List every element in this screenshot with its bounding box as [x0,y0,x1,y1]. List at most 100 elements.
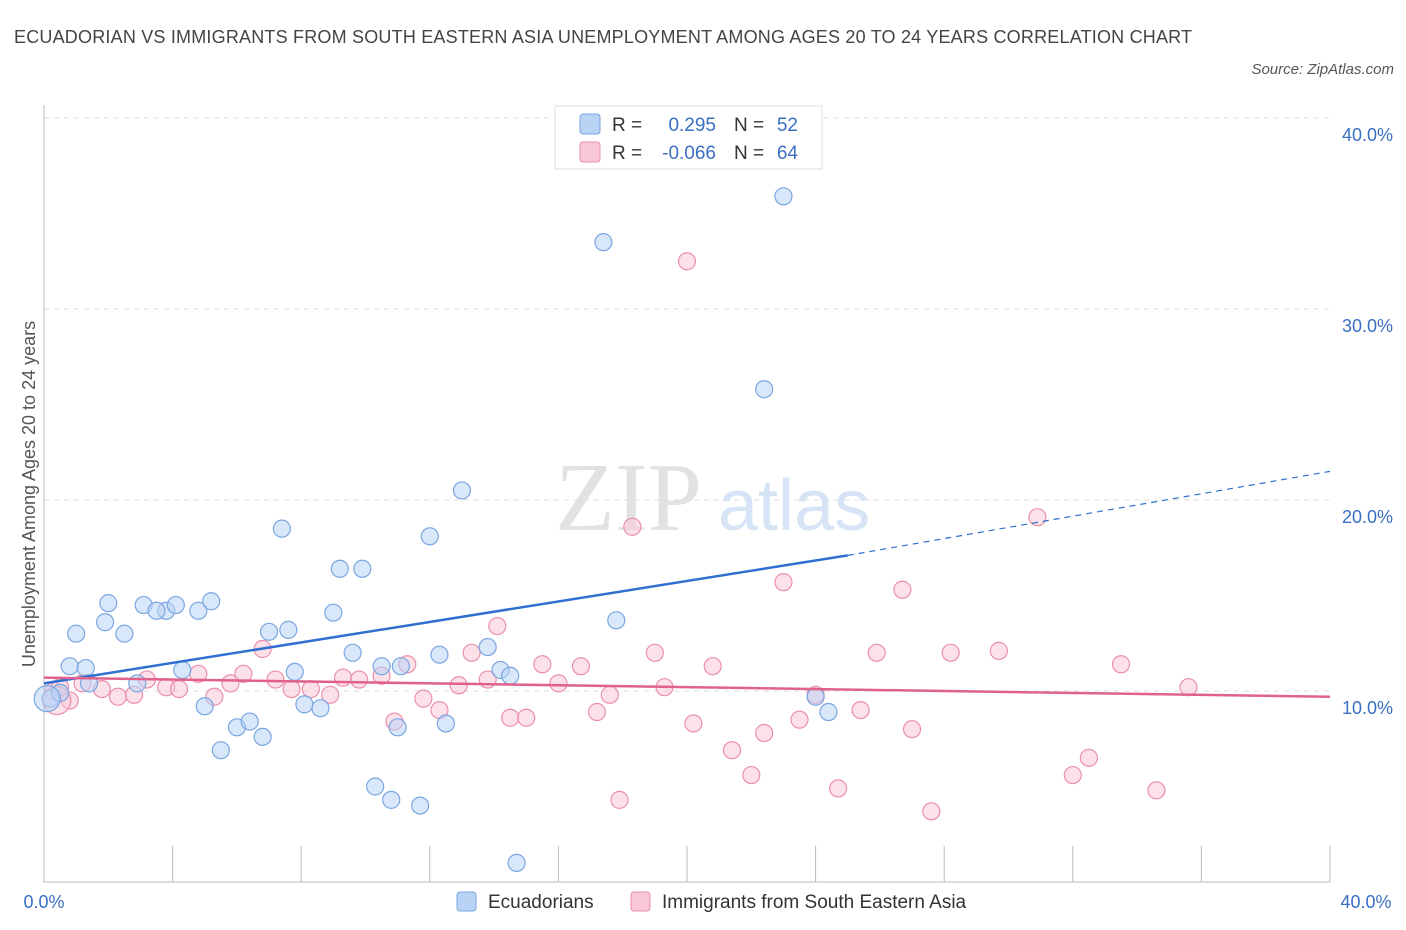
immigrants-point-29 [488,616,507,636]
immigrants-point-43 [703,657,722,676]
legend-n-value-1: 52 [777,115,798,136]
immigrants-point-51 [851,700,870,720]
watermark-atlas: atlas [718,466,870,546]
ecuadorian-point-45 [507,853,526,873]
legend-n-label-2: N = [734,143,764,164]
y-axis-label: Unemployment Among Ages 20 to 24 years [19,321,39,667]
bottom-legend-swatch-pink [630,891,651,912]
immigrants-point-31 [517,708,536,727]
x-axis-ticks [43,846,1331,882]
immigrants-point-33 [549,674,568,693]
ecuadorian-point-32 [366,777,385,796]
immigrants-point-47 [774,573,793,592]
ecuadorian-point-49 [774,187,793,206]
legend-r-value-1: 0.295 [668,115,716,136]
ecuadorian-point-48 [755,380,774,399]
immigrants-point-53 [893,580,912,599]
legend-r-label-1: R = [612,115,642,136]
ecuadorian-point-26 [295,695,314,714]
ecuadorian-point-3 [76,658,95,678]
immigrants-point-38 [623,517,642,536]
ecuadorian-point-46 [594,233,613,252]
ecuadorian-point-21 [253,727,272,746]
immigrants-point-32 [533,655,552,674]
ecuadorian-point-20 [240,712,259,731]
immigrants-point-27 [462,643,481,662]
y-tick-label-20: 20.0% [1342,507,1393,527]
ecuadorian-point-24 [279,620,298,639]
immigrants-point-26 [449,676,468,695]
immigrants-point-44 [722,741,742,760]
ecuadorian-point-50 [806,687,825,706]
immigrants-point-60 [1079,748,1098,767]
y-tick-label-10: 10.0% [1342,698,1393,718]
ecuadorian-point-31 [353,559,372,578]
immigrants-point-61 [1111,655,1131,674]
ecuadorian-point-40 [436,714,455,733]
y-tick-label-30: 30.0% [1342,316,1393,336]
immigrants-point-35 [587,702,607,722]
ecuadorian-point-27 [311,699,330,718]
ecuadorian-point-12 [166,595,185,615]
ecuadorian-point-29 [330,559,349,578]
ecuadorian-trend-extension [847,470,1331,556]
ecuadorian-point-34 [372,657,391,676]
top-legend: R = 0.295 N = 52 R = -0.066 N = 64 [554,105,823,170]
ecuadorian-point-35 [391,657,410,676]
ecuadorian-point-13 [189,601,208,620]
ecuadorian-point-38 [411,796,430,815]
ecuadorian-point-14 [202,592,221,611]
ecuadorian-point-16 [128,674,147,693]
immigrants-point-63 [1179,678,1198,697]
ecuadorian-point-18 [211,741,230,760]
immigrants-point-9 [169,679,189,699]
ecuadorian-point-2 [60,657,79,676]
immigrants-point-41 [677,252,697,271]
ecuadorian-point-41 [452,481,472,500]
ecuadorian-point-28 [324,603,343,622]
immigrants-point-19 [333,668,353,687]
immigrants-point-46 [755,723,774,743]
ecuadorian-trend-line [43,554,848,685]
legend-swatch-blue [579,113,601,135]
ecuadorian-point-4 [67,624,86,643]
immigrants-point-55 [922,802,941,821]
legend-n-value-2: 64 [777,143,799,164]
immigrants-point-24 [414,689,433,708]
legend-n-label-1: N = [734,115,764,136]
ecuadorian-point-39 [430,645,449,664]
immigrants-point-58 [1028,508,1047,527]
immigrants-point-59 [1063,765,1082,785]
y-tick-label-40: 40.0% [1342,125,1393,145]
immigrants-point-48 [790,710,809,729]
ecuadorian-point-44 [501,666,520,685]
immigrants-point-52 [867,643,886,662]
trend-lines [43,470,1331,698]
immigrants-point-18 [321,685,340,704]
ecuadorian-point-cluster [33,685,61,713]
immigrants-point-54 [902,720,922,739]
immigrants-point-34 [571,657,591,676]
ecuadorian-point-33 [382,790,401,809]
immigrants-point-17 [301,679,320,699]
gridlines [44,117,1330,692]
ecuadorian-point-11 [147,601,166,620]
immigrants-point-36 [600,685,619,704]
ecuadorian-point-42 [478,637,497,657]
immigrants-point-62 [1147,781,1166,800]
bottom-legend-ecuadorians: Ecuadorians [488,892,594,913]
immigrants-point-16 [282,679,301,699]
watermark: ZIP atlas [555,444,870,552]
ecuadorian-point-47 [607,611,626,630]
ecuadorian-point-7 [95,613,115,632]
y-axis-tick-labels: 10.0% 20.0% 30.0% 40.0% [1342,125,1393,718]
bottom-legend-swatch-blue [456,891,477,912]
x-tick-label-max: 40.0% [1340,892,1391,912]
ecuadorian-point-6 [99,594,118,613]
immigrants-point-57 [989,641,1008,660]
immigrants-point-20 [349,670,369,689]
immigrants-point-30 [501,708,520,727]
immigrants-point-56 [941,643,960,662]
legend-r-label-2: R = [612,143,642,164]
ecuadorian-point-8 [115,624,134,643]
